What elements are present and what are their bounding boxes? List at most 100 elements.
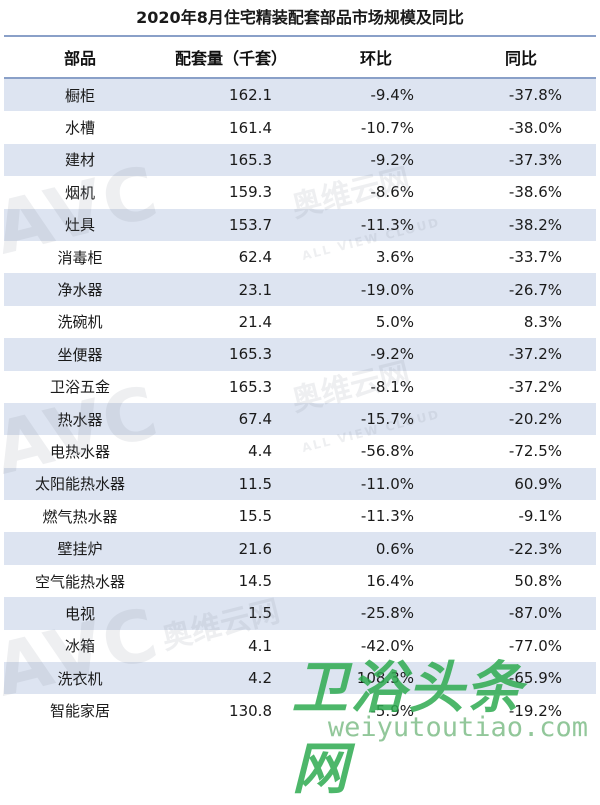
cell-yoy: -26.7% [446, 273, 596, 306]
cell-yoy: -72.5% [508, 442, 562, 461]
cell-part: 建材 [4, 143, 156, 177]
table-row: 消毒柜 62.4 3.6% -33.7% [4, 241, 596, 273]
title-rule [4, 35, 596, 37]
cell-quantity: 165.3 [156, 143, 306, 177]
cell-yoy: -65.9% [446, 662, 596, 695]
cell-mom: -9.2% [306, 338, 446, 371]
cell-mom: -9.2% [306, 143, 446, 177]
cell-yoy: 8.3% [523, 312, 562, 331]
cell-part: 水槽 [64, 119, 95, 138]
page-title: 2020年8月住宅精装配套部品市场规模及同比 [136, 8, 464, 27]
cell-yoy: -37.2% [446, 338, 596, 371]
table-row: 电热水器 4.4 -56.8% -72.5% [4, 435, 596, 467]
cell-quantity: 15.5 [238, 507, 272, 526]
cell-quantity: 4.1 [248, 636, 272, 655]
cell-yoy: -38.6% [508, 183, 562, 202]
table-row: 电视 1.5 -25.8% -87.0% [4, 597, 596, 630]
table-row: 烟机 159.3 -8.6% -38.6% [4, 176, 596, 208]
cell-part: 电热水器 [49, 442, 110, 461]
cell-part: 智能家居 [49, 702, 110, 721]
cell-quantity: 165.3 [156, 338, 306, 371]
cell-part: 消毒柜 [57, 248, 103, 267]
cell-part: 洗衣机 [4, 662, 156, 695]
cell-yoy: -33.7% [508, 248, 562, 267]
cell-part: 净水器 [4, 273, 156, 306]
cell-quantity: 4.2 [156, 662, 306, 695]
cell-part: 太阳能热水器 [4, 467, 156, 501]
table-row: 坐便器 165.3 -9.2% -37.2% [4, 338, 596, 371]
cell-quantity: 159.3 [229, 183, 272, 202]
cell-quantity: 23.1 [156, 273, 306, 306]
table-row: 冰箱 4.1 -42.0% -77.0% [4, 630, 596, 662]
cell-part: 燃气热水器 [42, 507, 118, 526]
cell-quantity: 21.6 [156, 532, 306, 565]
cell-mom: 0.6% [306, 532, 446, 565]
cell-yoy: -9.1% [518, 507, 562, 526]
cell-mom: -11.3% [360, 507, 414, 526]
table-row: 智能家居 130.8 -5.9% -19.2% [4, 694, 596, 726]
cell-yoy: -38.2% [446, 208, 596, 241]
cell-quantity: 161.4 [229, 118, 272, 137]
cell-mom: -8.6% [370, 183, 414, 202]
cell-yoy: -20.2% [446, 402, 596, 436]
cell-mom: -9.4% [306, 78, 446, 112]
cell-quantity: 1.5 [156, 597, 306, 630]
market-table: 部品 配套量（千套） 环比 同比 橱柜 162.1 -9.4% -37.8% 水槽 161… [4, 37, 596, 727]
table-row: 建材 165.3 -9.2% -37.3% [4, 143, 596, 177]
cell-yoy: -87.0% [446, 597, 596, 630]
cell-quantity: 11.5 [156, 467, 306, 501]
cell-part: 洗碗机 [57, 313, 103, 332]
cell-part: 坐便器 [4, 338, 156, 371]
cell-yoy: -38.0% [508, 118, 562, 137]
cell-quantity: 67.4 [156, 402, 306, 436]
table-row: 洗碗机 21.4 5.0% 8.3% [4, 306, 596, 338]
cell-mom: 16.4% [366, 572, 414, 591]
table-body: 橱柜 162.1 -9.4% -37.8% 水槽 161.4 -10.7% -38.0% 建材 1… [4, 78, 596, 727]
cell-mom: -42.0% [360, 636, 414, 655]
cell-quantity: 162.1 [156, 78, 306, 112]
cell-mom: -10.7% [360, 118, 414, 137]
cell-part: 卫浴五金 [49, 378, 110, 397]
cell-quantity: 130.8 [229, 701, 272, 720]
cell-yoy: -37.8% [446, 78, 596, 112]
table-row: 热水器 67.4 -15.7% -20.2% [4, 402, 596, 436]
cell-quantity: 14.5 [238, 572, 272, 591]
cell-part: 电视 [4, 597, 156, 630]
cell-part: 烟机 [64, 183, 95, 202]
cell-yoy: -37.2% [508, 377, 562, 396]
table-row: 壁挂炉 21.6 0.6% -22.3% [4, 532, 596, 565]
cell-mom: -11.3% [306, 208, 446, 241]
cell-yoy: -19.2% [508, 701, 562, 720]
cell-mom: -56.8% [360, 442, 414, 461]
cell-part: 冰箱 [64, 637, 95, 656]
cell-part: 热水器 [4, 402, 156, 436]
cell-quantity: 21.4 [238, 312, 272, 331]
cell-quantity: 62.4 [238, 248, 272, 267]
cell-quantity: 165.3 [229, 377, 272, 396]
cell-mom: -5.9% [370, 701, 414, 720]
cell-mom: -8.1% [370, 377, 414, 396]
table-row: 灶具 153.7 -11.3% -38.2% [4, 208, 596, 241]
header-quantity: 配套量（千套） [156, 37, 306, 79]
cell-yoy: -77.0% [508, 636, 562, 655]
table-row: 空气能热水器 14.5 16.4% 50.8% [4, 565, 596, 597]
table-row: 燃气热水器 15.5 -11.3% -9.1% [4, 500, 596, 532]
cell-mom: 3.6% [375, 248, 414, 267]
cell-quantity: 4.4 [248, 442, 272, 461]
cell-mom: -15.7% [306, 402, 446, 436]
table-row: 太阳能热水器 11.5 -11.0% 60.9% [4, 467, 596, 501]
table-row: 洗衣机 4.2 108.3% -65.9% [4, 662, 596, 695]
cell-mom: 5.0% [375, 312, 414, 331]
header-yoy: 同比 [446, 37, 596, 79]
header-mom: 环比 [306, 37, 446, 79]
cell-part: 壁挂炉 [4, 532, 156, 565]
cell-mom: -19.0% [306, 273, 446, 306]
table-header-row: 部品 配套量（千套） 环比 同比 [4, 37, 596, 79]
table-row: 卫浴五金 165.3 -8.1% -37.2% [4, 371, 596, 403]
header-part: 部品 [4, 37, 156, 79]
cell-yoy: -22.3% [446, 532, 596, 565]
cell-quantity: 153.7 [156, 208, 306, 241]
cell-mom: -25.8% [306, 597, 446, 630]
cell-part: 空气能热水器 [34, 572, 125, 591]
cell-yoy: 60.9% [446, 467, 596, 501]
